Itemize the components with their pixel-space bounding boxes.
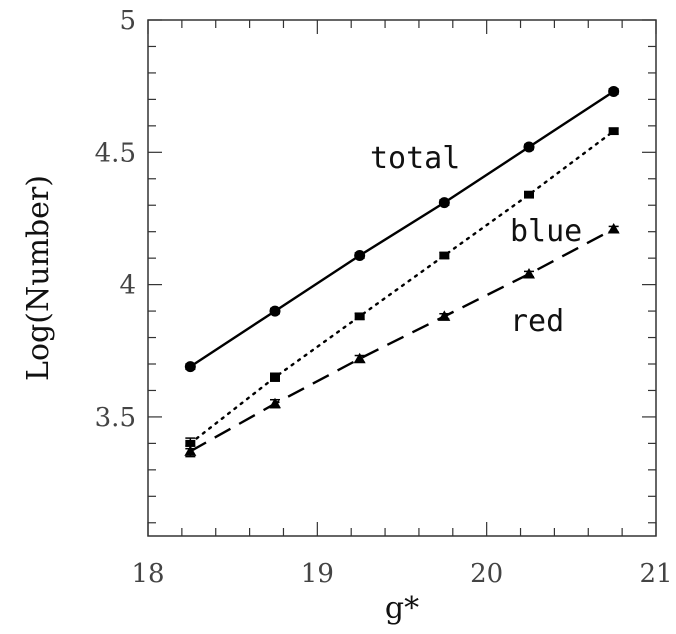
y-tick-labels: 3.5 4 4.5 5 [95,6,136,433]
axis-ticks [147,19,657,536]
data-point-blue [185,439,196,447]
data-point-blue [354,312,365,320]
x-tick-label: 19 [301,559,334,589]
y-tick-label: 5 [119,6,136,36]
data-point-total [438,197,450,209]
y-tick-label: 4.5 [95,138,136,168]
data-point-red [523,268,535,279]
y-axis-title: Log(Number) [21,175,56,381]
x-tick-labels: 18 19 20 21 [131,559,672,589]
data-point-blue [524,191,534,199]
data-point-total [354,250,366,262]
series-line-red [189,227,615,453]
data-point-red [269,397,281,409]
data-point-blue [270,373,280,381]
data-point-total [523,141,535,153]
data-point-total [608,85,620,97]
data-point-red [607,223,620,234]
data-point-red [184,445,197,456]
series-markers [184,85,620,458]
x-tick-label: 20 [470,559,503,589]
series-line-total [189,90,615,368]
data-point-total [269,305,281,317]
series-label-red: red [510,304,564,339]
series-line-blue [189,129,615,445]
x-tick-label: 18 [131,559,164,589]
y-tick-label: 4 [119,271,136,301]
data-point-red [438,310,451,321]
data-point-blue [439,252,450,260]
y-tick-label: 3.5 [95,403,136,433]
series-label-blue: blue [510,214,582,249]
data-point-red [353,352,366,364]
plot-frame [147,19,657,537]
data-point-blue [608,127,619,135]
x-axis-title: g* [385,591,419,626]
data-point-total [184,361,196,373]
series-lines [189,90,615,453]
x-tick-label: 21 [639,559,672,589]
series-label-total: total [370,141,460,176]
